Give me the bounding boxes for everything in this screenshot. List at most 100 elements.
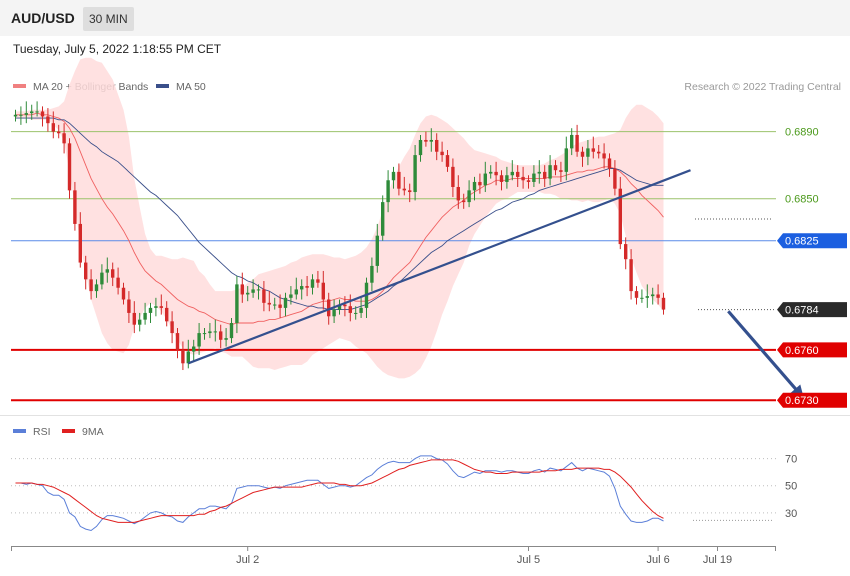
candle-body xyxy=(370,265,374,283)
candle-body xyxy=(100,272,104,285)
rsi-ma-line xyxy=(15,459,664,523)
candle-body xyxy=(381,202,385,236)
candle xyxy=(386,170,390,213)
candle-body xyxy=(651,294,655,297)
candle xyxy=(138,312,142,332)
candle xyxy=(229,317,234,344)
candle-body xyxy=(327,299,331,317)
candle-body xyxy=(516,171,520,177)
candle-body xyxy=(440,151,444,156)
candle-body xyxy=(105,269,109,273)
candle xyxy=(629,249,633,300)
candle-body xyxy=(640,297,644,299)
candle xyxy=(305,275,309,297)
last-price-label-text: 0.6784 xyxy=(785,305,819,317)
candle xyxy=(543,165,547,187)
candle-body xyxy=(462,200,466,203)
candle xyxy=(170,311,174,344)
support-2-label: 0.6730 xyxy=(777,392,847,408)
candle-body xyxy=(532,173,536,182)
candle-body xyxy=(111,269,115,278)
candle-body xyxy=(154,306,158,308)
candle xyxy=(564,136,568,181)
candle-body xyxy=(521,176,525,181)
candle xyxy=(235,275,239,334)
candle-body xyxy=(548,165,552,179)
candle-body xyxy=(251,289,255,293)
candle-body xyxy=(597,151,601,154)
candle xyxy=(548,155,552,186)
support-2-label-bg xyxy=(777,392,847,408)
candle xyxy=(526,175,531,189)
support-1-label: 0.6760 xyxy=(777,342,847,358)
candle-body xyxy=(526,180,531,182)
x-tick-label: Jul 2 xyxy=(236,554,259,566)
candle xyxy=(24,101,28,124)
candle-body xyxy=(445,155,450,167)
candle xyxy=(499,170,504,191)
candle xyxy=(89,269,93,300)
candle-body xyxy=(121,287,126,300)
candle-body xyxy=(656,294,660,298)
candle xyxy=(478,173,482,194)
candle-body xyxy=(246,292,250,295)
candle xyxy=(402,176,406,196)
candle-body xyxy=(321,282,325,300)
candle-body xyxy=(564,148,568,172)
candles xyxy=(13,101,666,371)
candle-body xyxy=(553,165,558,171)
rsi-tick-label: 50 xyxy=(785,481,797,493)
candle-body xyxy=(645,296,649,298)
candle xyxy=(35,101,39,117)
candle-body xyxy=(273,304,277,306)
legend-label-1: MA 50 xyxy=(176,81,206,93)
candle xyxy=(435,133,439,161)
candle-body xyxy=(602,153,606,159)
last-price-label: 0.6784 xyxy=(777,302,847,318)
candle xyxy=(67,138,72,199)
candle-body xyxy=(537,171,541,174)
candle xyxy=(656,284,660,305)
candle xyxy=(213,319,217,342)
candle xyxy=(375,223,379,273)
candle xyxy=(607,153,612,177)
candle-body xyxy=(429,139,433,142)
candle xyxy=(148,302,153,324)
candle xyxy=(219,324,223,349)
candle xyxy=(618,176,622,250)
candle xyxy=(51,111,55,139)
candle-body xyxy=(359,307,363,313)
candle xyxy=(267,291,271,312)
candle xyxy=(640,289,644,303)
timeframe-button[interactable]: 30 MIN xyxy=(83,7,134,31)
candle xyxy=(224,328,228,347)
candle-body xyxy=(181,349,185,364)
candle-body xyxy=(192,346,196,352)
candle xyxy=(111,262,115,287)
candle-body xyxy=(386,180,390,203)
rsi-legend: RSI 9MA xyxy=(13,426,104,438)
candle-body xyxy=(305,286,309,288)
pivot-label-text: 0.6825 xyxy=(785,236,819,248)
candle xyxy=(197,323,201,355)
candle xyxy=(256,284,261,300)
candle xyxy=(429,128,433,152)
candle-body xyxy=(229,323,234,339)
bollinger-band xyxy=(15,57,664,379)
candle xyxy=(532,165,536,187)
candle-body xyxy=(348,306,352,313)
candle-body xyxy=(499,175,504,182)
candle xyxy=(78,212,82,268)
candle xyxy=(310,274,315,295)
candle xyxy=(413,145,417,201)
candle xyxy=(580,146,585,167)
candle-body xyxy=(332,309,336,317)
candle-body xyxy=(424,139,428,142)
candle xyxy=(613,160,617,196)
candle-body xyxy=(138,319,142,325)
candle xyxy=(208,323,212,339)
candle xyxy=(451,158,455,198)
candle-body xyxy=(624,244,628,260)
candle-body xyxy=(300,286,304,290)
candle-body xyxy=(84,262,88,280)
